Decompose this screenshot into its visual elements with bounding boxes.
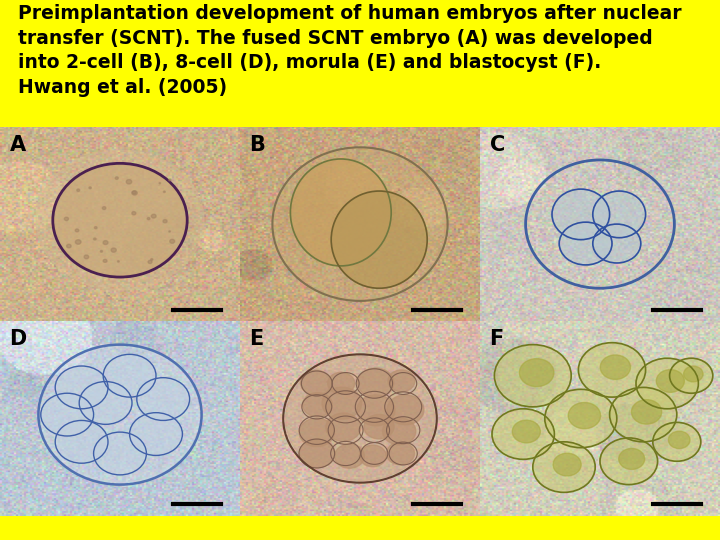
Text: B: B: [250, 134, 266, 154]
Circle shape: [117, 261, 120, 262]
Ellipse shape: [593, 224, 641, 263]
Ellipse shape: [300, 370, 331, 395]
Text: D: D: [9, 329, 27, 349]
Circle shape: [67, 244, 71, 248]
Text: F: F: [490, 329, 504, 349]
Ellipse shape: [290, 159, 391, 266]
Circle shape: [64, 217, 68, 220]
Circle shape: [132, 212, 136, 215]
Circle shape: [684, 366, 703, 382]
Ellipse shape: [593, 191, 646, 238]
Ellipse shape: [302, 393, 333, 417]
Circle shape: [533, 442, 595, 492]
Ellipse shape: [299, 418, 334, 447]
Ellipse shape: [328, 372, 355, 394]
Ellipse shape: [387, 395, 424, 425]
Circle shape: [568, 402, 600, 429]
Circle shape: [76, 229, 79, 232]
Circle shape: [492, 409, 554, 460]
Circle shape: [151, 214, 156, 218]
Circle shape: [84, 255, 89, 259]
Circle shape: [495, 345, 571, 407]
Ellipse shape: [331, 191, 427, 288]
Ellipse shape: [137, 377, 189, 421]
Circle shape: [102, 207, 106, 210]
Circle shape: [111, 248, 117, 252]
Ellipse shape: [41, 347, 199, 483]
Ellipse shape: [559, 222, 612, 265]
Ellipse shape: [364, 414, 394, 439]
Circle shape: [578, 343, 646, 397]
Circle shape: [100, 251, 102, 252]
Circle shape: [653, 422, 701, 461]
Circle shape: [610, 387, 677, 442]
Ellipse shape: [322, 387, 361, 419]
Circle shape: [519, 359, 554, 387]
Circle shape: [150, 259, 153, 260]
Ellipse shape: [359, 445, 386, 467]
Circle shape: [513, 420, 541, 443]
Ellipse shape: [388, 370, 415, 392]
Text: C: C: [490, 134, 505, 154]
Circle shape: [600, 438, 657, 484]
Circle shape: [168, 231, 171, 232]
Circle shape: [553, 453, 581, 476]
Circle shape: [159, 183, 161, 184]
Circle shape: [668, 431, 690, 449]
Ellipse shape: [41, 393, 94, 436]
Text: E: E: [250, 329, 264, 349]
Circle shape: [600, 355, 631, 380]
Circle shape: [147, 218, 150, 220]
Circle shape: [631, 400, 662, 424]
Circle shape: [115, 177, 118, 179]
Circle shape: [89, 187, 91, 188]
Text: A: A: [9, 134, 26, 154]
Ellipse shape: [130, 413, 182, 455]
Ellipse shape: [55, 366, 108, 409]
Ellipse shape: [326, 413, 361, 441]
Circle shape: [670, 358, 713, 393]
Ellipse shape: [36, 150, 204, 290]
Ellipse shape: [79, 382, 132, 424]
Circle shape: [132, 191, 136, 194]
Circle shape: [163, 191, 166, 193]
Ellipse shape: [358, 368, 394, 397]
Ellipse shape: [274, 148, 446, 300]
Circle shape: [94, 238, 96, 240]
Circle shape: [94, 227, 97, 229]
Ellipse shape: [94, 432, 146, 475]
Ellipse shape: [552, 189, 610, 240]
Text: Preimplantation development of human embryos after nuclear
transfer (SCNT). The : Preimplantation development of human emb…: [18, 4, 682, 97]
Ellipse shape: [55, 165, 186, 275]
Circle shape: [170, 239, 175, 244]
Ellipse shape: [357, 395, 395, 426]
Circle shape: [168, 179, 171, 181]
Circle shape: [126, 179, 132, 184]
Circle shape: [163, 220, 167, 223]
Ellipse shape: [382, 418, 416, 445]
Circle shape: [148, 260, 152, 264]
Ellipse shape: [335, 444, 364, 468]
Circle shape: [636, 358, 698, 409]
Circle shape: [132, 191, 138, 195]
Circle shape: [545, 389, 617, 448]
Ellipse shape: [103, 354, 156, 397]
Circle shape: [657, 369, 684, 393]
Circle shape: [103, 241, 108, 245]
Ellipse shape: [387, 442, 415, 465]
Ellipse shape: [55, 421, 108, 463]
Ellipse shape: [300, 439, 335, 468]
Circle shape: [103, 259, 107, 262]
Ellipse shape: [286, 356, 434, 481]
Circle shape: [76, 240, 81, 244]
Circle shape: [77, 189, 80, 191]
Circle shape: [618, 448, 644, 469]
